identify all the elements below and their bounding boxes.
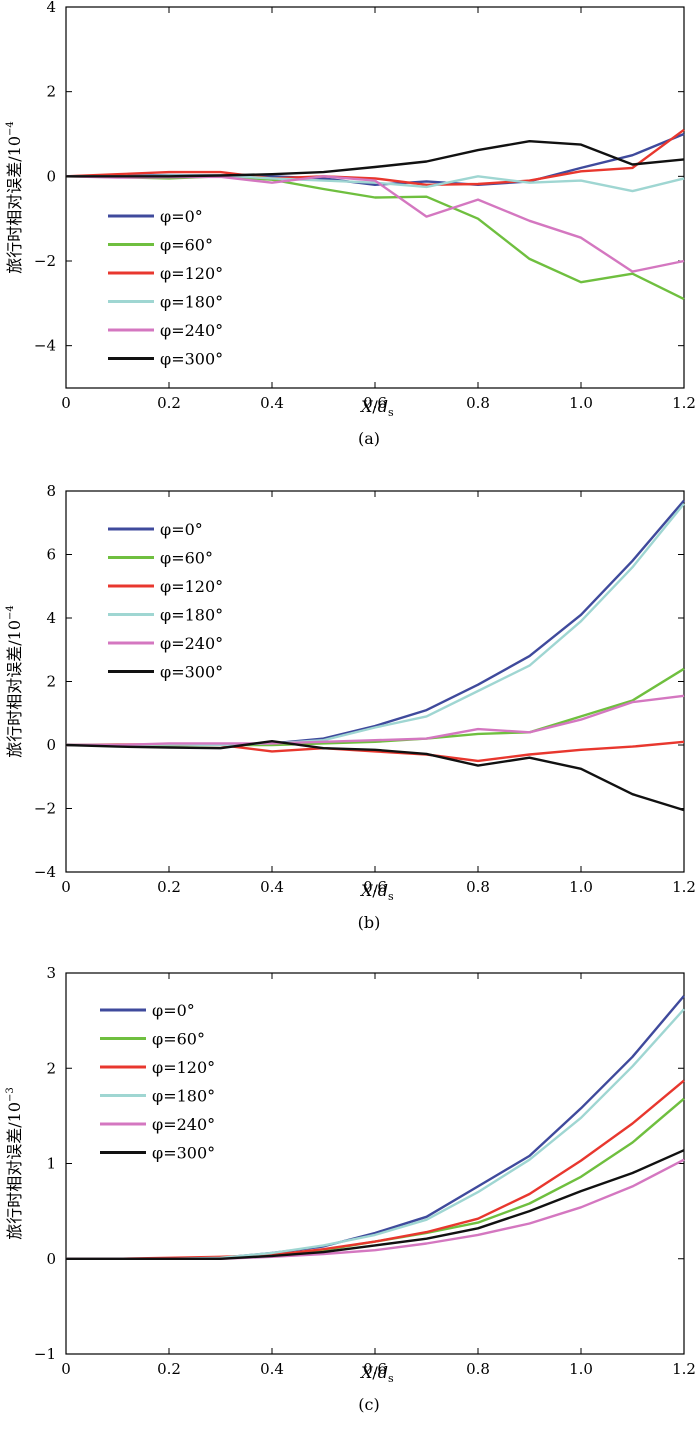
legend-label-4: φ=180° [160,293,223,312]
y-axis-label: 旅行时相对误差/10−3 [5,1087,24,1240]
x-tick-label: 1.2 [672,394,696,412]
panel-caption: (c) [358,1395,379,1414]
y-tick-label: 4 [46,609,56,627]
x-tick-label: 1.0 [569,878,593,896]
legend-label-4: φ=180° [160,606,223,625]
x-tick-label: 0.8 [466,878,490,896]
y-tick-label: 1 [46,1155,56,1173]
x-tick-label: 0 [61,1360,71,1378]
y-axis-label: 旅行时相对误差/10−4 [5,605,24,758]
x-tick-label: 0.8 [466,1360,490,1378]
y-tick-label: 0 [46,736,56,754]
legend-label-5: φ=240° [160,321,223,340]
panel-caption: (a) [358,429,380,448]
x-axis-label-d: d [378,881,388,900]
x-tick-label: 1.2 [672,878,696,896]
series-line-5 [65,175,685,273]
series-line-1 [66,499,685,747]
legend-label-1: φ=0° [152,1001,195,1020]
x-axis-label-sub: s [388,890,394,903]
x-tick-label: 1.0 [569,394,593,412]
x-axis-label-sep: / [372,881,378,900]
y-tick-label: 3 [46,964,56,982]
y-axis-label-exp: −3 [5,1087,16,1102]
y-axis-label: 旅行时相对误差/10−4 [5,121,24,274]
x-axis-label-sub: s [388,1372,394,1385]
legend-label-1: φ=0° [160,520,203,539]
legend-label-5: φ=240° [152,1115,215,1134]
y-axis-label-text: 旅行时相对误差/10 [5,620,24,758]
legend-label-6: φ=300° [160,663,223,682]
x-tick-label: 0.6 [363,878,387,896]
x-axis-label-d: d [378,397,388,416]
panel-3: 0 0.2 0.4 0.6 0.8 1.0 1.2 −1 0 1 2 3 φ=0° φ=60° φ=120°… [5,964,696,1414]
x-tick-label: 0.4 [260,1360,284,1378]
legend-label-4: φ=180° [152,1087,215,1106]
x-tick-label: 0.2 [157,394,181,412]
series-line-5 [66,1158,685,1261]
y-tick-label: −4 [34,337,56,355]
y-tick-label: 0 [46,167,56,185]
x-axis-label-sub: s [388,406,394,419]
legend-label-5: φ=240° [160,634,223,653]
y-axis-label-text: 旅行时相对误差/10 [5,1102,24,1240]
y-axis-label-exp: −4 [5,605,16,620]
y-tick-label: 2 [46,673,56,691]
x-tick-label: 0.2 [157,1360,181,1378]
x-axis-label: X/ds [359,881,394,903]
series-line-2 [65,175,685,301]
legend-label-2: φ=60° [160,549,213,568]
panel-2: 0 0.2 0.4 0.6 0.8 1.0 1.2 −4 −2 0 2 4 6 8 φ=0° φ=60° φ=1… [5,482,696,932]
x-tick-label: 0 [61,394,71,412]
y-tick-label: −2 [34,800,56,818]
y-tick-label: −2 [34,252,56,270]
x-tick-label: 0.4 [260,394,284,412]
series-line-5 [66,694,685,747]
x-axis-label-sep: / [372,1363,378,1382]
series-line-6 [66,1149,685,1261]
legend-label-3: φ=120° [160,577,223,596]
plot-frame [65,490,685,873]
x-axis-label-sep: / [372,397,378,416]
legend-label-6: φ=300° [160,350,223,369]
legend-label-3: φ=120° [152,1058,215,1077]
legend-label-1: φ=0° [160,207,203,226]
x-axis-label-var: X [359,397,373,416]
panel-1: 0 0.2 0.4 0.6 0.8 1.0 1.2 −4 −2 0 2 4 φ=0° φ=60° φ=120… [5,0,696,448]
x-tick-label: 1.2 [672,1360,696,1378]
series-line-6 [65,740,685,812]
y-tick-label: 6 [46,546,56,564]
y-tick-label: −1 [34,1345,56,1363]
y-tick-label: 2 [46,1059,56,1077]
x-axis-label: X/ds [359,1363,394,1385]
y-axis-label-exp: −4 [5,121,16,136]
y-axis-label-text: 旅行时相对误差/10 [5,136,24,274]
legend-label-2: φ=60° [160,236,213,255]
series-line-6 [66,139,685,178]
x-tick-label: 0.4 [260,878,284,896]
panel-caption: (b) [358,913,381,932]
series-line-4 [66,502,685,747]
x-tick-label: 0.8 [466,394,490,412]
x-tick-label: 0.6 [363,394,387,412]
x-axis-label-var: X [359,1363,373,1382]
y-tick-label: −4 [34,863,56,881]
legend-label-3: φ=120° [160,264,223,283]
x-tick-label: 0 [61,878,71,896]
x-tick-label: 0.2 [157,878,181,896]
x-tick-label: 1.0 [569,1360,593,1378]
legend-label-2: φ=60° [152,1030,205,1049]
legend-label-6: φ=300° [152,1144,215,1163]
y-tick-label: 2 [46,83,56,101]
y-tick-label: 4 [46,0,56,16]
y-tick-label: 8 [46,482,56,500]
y-tick-label: 0 [46,1250,56,1268]
series-line-2 [66,667,685,747]
x-axis-label: X/ds [359,397,394,419]
x-axis-label-d: d [378,1363,388,1382]
x-axis-label-var: X [359,881,373,900]
x-tick-label: 0.6 [363,1360,387,1378]
series-line-3 [65,128,685,187]
